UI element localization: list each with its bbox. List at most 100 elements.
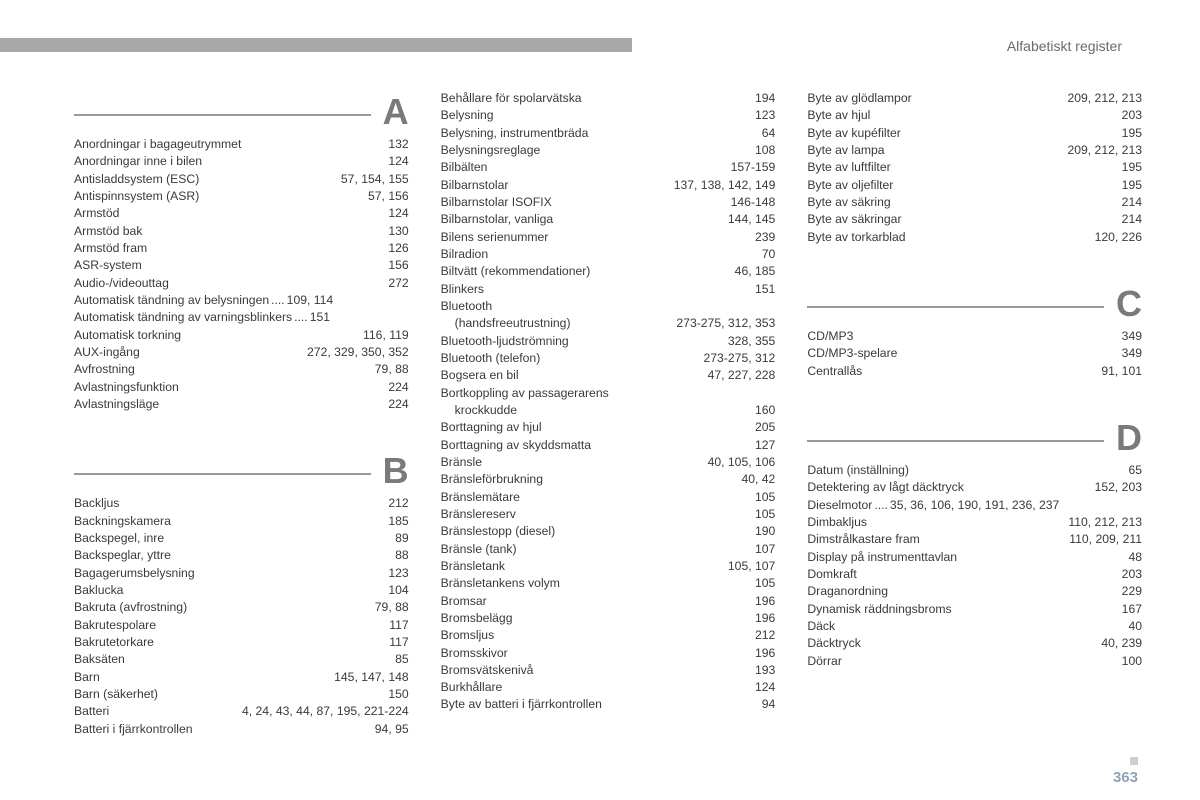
index-entry: Detektering av lågt däcktryck152, 203 [807,479,1142,496]
index-entry: Bränsle40, 105, 106 [441,454,776,471]
index-entry: Avfrostning79, 88 [74,361,409,378]
index-entry: Audio-/videouttag 272 [74,275,409,292]
index-entry: Anordningar inne i bilen124 [74,153,409,170]
entry-pages: 79, 88 [375,599,409,616]
index-entry: Bränslemätare105 [441,489,776,506]
entry-pages: 120, 226 [1095,229,1142,246]
index-entry: Dieselmotor.... 35, 36, 106, 190, 191, 2… [807,497,1142,514]
index-entry: Bluetooth (telefon)273-275, 312 [441,350,776,367]
entry-term: Borttagning av skyddsmatta [441,437,591,454]
entry-term: Byte av oljefilter [807,177,893,194]
section-header: D [807,420,1142,456]
index-entry: Bränslestopp (diesel)190 [441,523,776,540]
entry-term: Bromsskivor [441,645,508,662]
index-entry: CD/MP3-spelare349 [807,345,1142,362]
index-entry: Datum (inställning)65 [807,462,1142,479]
header-title: Alfabetiskt register [1007,38,1122,54]
entry-pages: 185 [388,513,408,530]
entry-term: Backspeglar, yttre [74,547,171,564]
entry-term: Bränsletank [441,558,505,575]
entry-pages: 126 [388,240,408,257]
entry-term: Barn [74,669,100,686]
entry-pages: 85 [395,651,409,668]
index-entry: Dynamisk räddningsbroms167 [807,601,1142,618]
entry-term: Byte av lampa [807,142,884,159]
entry-term: Byte av batteri i fjärrkontrollen [441,696,602,713]
entry-pages: 272, 329, 350, 352 [307,344,409,361]
entry-pages: 272 [388,275,408,292]
entry-pages: 70 [762,246,776,263]
entry-pages: 156 [388,257,408,274]
index-entry: Belysning123 [441,107,776,124]
index-entry: Belysningsreglage108 [441,142,776,159]
entry-pages: 89 [395,530,409,547]
column: Behållare för spolarvätska194Belysning12… [441,90,776,738]
entry-pages: 109, 114 [287,292,334,309]
entry-pages: 203 [1122,107,1142,124]
section-letter: D [1116,420,1142,456]
entry-term: Bakrutetorkare [74,634,154,651]
index-entry: (handsfreeutrustning)273-275, 312, 353 [441,315,776,332]
index-columns: AAnordningar i bagageutrymmet132Anordnin… [74,90,1142,738]
entry-term: Audio-/videouttag [74,275,169,292]
entry-pages: 195 [1122,125,1142,142]
section-header: A [74,94,409,130]
entry-term: Borttagning av hjul [441,419,542,436]
entry-pages: 35, 36, 106, 190, 191, 236, 237 [890,497,1059,514]
entry-term: Bagagerumsbelysning [74,565,195,582]
index-entry: Bilbälten157-159 [441,159,776,176]
entry-pages: 110, 212, 213 [1068,514,1142,531]
entry-term: Armstöd fram [74,240,147,257]
entry-pages: 209, 212, 213 [1067,142,1142,159]
entry-term: Bilbarnstolar [441,177,509,194]
entry-pages: 349 [1122,328,1142,345]
top-bar [0,38,632,52]
index-entry: CD/MP3349 [807,328,1142,345]
entry-pages: 88 [395,547,409,564]
entry-pages: 214 [1122,194,1142,211]
entry-term: Bluetooth (telefon) [441,350,541,367]
entry-term: Burkhållare [441,679,503,696]
entry-pages: 205 [755,419,775,436]
entry-pages: 79, 88 [375,361,409,378]
entry-pages: 152, 203 [1095,479,1142,496]
entry-pages: 212 [388,495,408,512]
index-entry: Bromsljus212 [441,627,776,644]
entry-pages: 127 [755,437,775,454]
index-entry: Bakruta (avfrostning)79, 88 [74,599,409,616]
entry-term: Batteri [74,703,109,720]
entry-term: Batteri i fjärrkontrollen [74,721,193,738]
entry-term: Bränsle (tank) [441,541,517,558]
entry-term: Byte av säkring [807,194,890,211]
index-entry: Draganordning229 [807,583,1142,600]
index-entry: Bakrutespolare117 [74,617,409,634]
entry-pages: 124 [388,153,408,170]
entry-pages: 273-275, 312, 353 [676,315,775,332]
index-entry: Bränsletankens volym105 [441,575,776,592]
entry-term: krockkudde [441,402,517,419]
index-entry: Bromsar196 [441,593,776,610]
entry-term: AUX-ingång [74,344,140,361]
index-entry: Backningskamera185 [74,513,409,530]
entry-pages: 124 [388,205,408,222]
index-entry: Bromsbelägg196 [441,610,776,627]
entry-pages: 117 [389,617,408,634]
column: Byte av glödlampor209, 212, 213Byte av h… [807,90,1142,738]
entry-term: Bilradion [441,246,488,263]
entry-pages: 229 [1122,583,1142,600]
section-letter: B [383,453,409,489]
entry-pages: 123 [755,107,775,124]
entry-pages: 105 [755,506,775,523]
entry-term: Biltvätt (rekommendationer) [441,263,591,280]
entry-pages: 224 [388,396,408,413]
index-entry: Batteri4, 24, 43, 44, 87, 195, 221-224 [74,703,409,720]
entry-term: Bränslestopp (diesel) [441,523,555,540]
entry-pages: 224 [388,379,408,396]
index-entry: krockkudde160 [441,402,776,419]
entry-pages: 117 [389,634,408,651]
entry-term: Datum (inställning) [807,462,909,479]
entry-pages: 57, 156 [368,188,409,205]
entry-term: Bromsbelägg [441,610,513,627]
entry-term: Byte av luftfilter [807,159,890,176]
entry-pages: 57, 154, 155 [341,171,409,188]
